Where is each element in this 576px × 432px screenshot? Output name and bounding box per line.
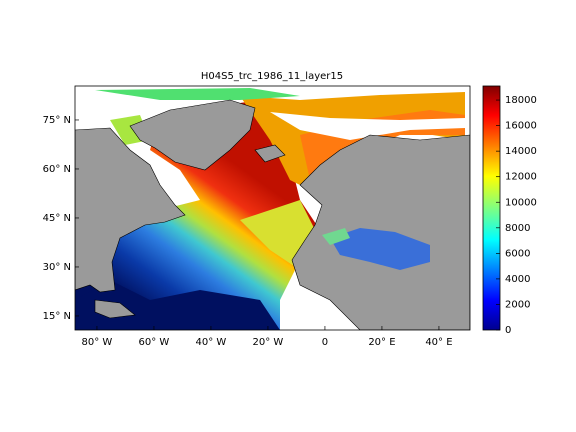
colorbar-tick-label: 14000	[505, 146, 537, 157]
x-tick-label: 0	[322, 337, 328, 348]
map-field	[75, 86, 470, 330]
x-tick-label: 80° W	[82, 337, 113, 348]
y-tick-label: 60° N	[43, 164, 71, 175]
x-tick-label: 20° E	[368, 337, 395, 348]
y-tick-label: 45° N	[43, 213, 71, 224]
colorbar-tick-label: 18000	[505, 95, 537, 106]
axes-frame	[74, 85, 471, 331]
y-tick-label: 15° N	[43, 311, 71, 322]
map-title: H04S5_trc_1986_11_layer15	[201, 71, 343, 82]
x-tick-label: 20° W	[253, 337, 284, 348]
x-tick-label: 40° W	[196, 337, 227, 348]
y-tick-label: 75° N	[43, 115, 71, 126]
colorbar-tick-label: 2000	[505, 299, 530, 310]
y-tick-label: 30° N	[43, 262, 71, 273]
colorbar-tick-label: 10000	[505, 197, 537, 208]
x-tick-label: 60° W	[139, 337, 170, 348]
colorbar-tick-label: 4000	[505, 274, 530, 285]
colorbar-tick-label: 8000	[505, 223, 530, 234]
x-tick-label: 40° E	[425, 337, 452, 348]
colorbar	[482, 85, 501, 331]
colorbar-tick-label: 16000	[505, 121, 537, 132]
colorbar-tick-label: 0	[505, 325, 511, 336]
colorbar-tick-label: 6000	[505, 248, 530, 259]
colorbar-tick-label: 12000	[505, 172, 537, 183]
